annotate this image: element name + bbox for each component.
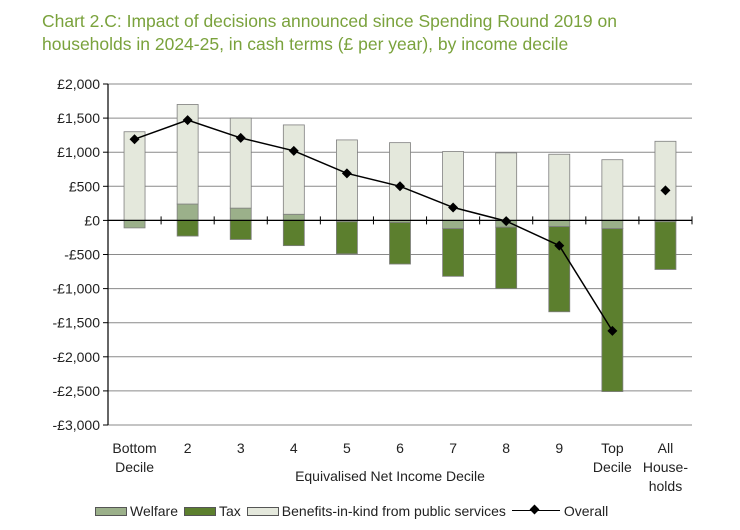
y-tick-label: -£1,500 bbox=[53, 315, 101, 331]
bar-tax bbox=[336, 221, 358, 255]
bar-benefitsinkind bbox=[123, 131, 146, 221]
bar-benefitsinkind bbox=[229, 117, 252, 209]
bar-welfare bbox=[282, 213, 305, 221]
bar-welfare bbox=[442, 219, 464, 229]
overall-point bbox=[235, 132, 246, 143]
x-tick-label: 3 bbox=[237, 440, 245, 456]
y-tick-label: £2,000 bbox=[57, 76, 100, 92]
x-tick-label: All bbox=[658, 440, 674, 456]
y-tick-label: -£500 bbox=[64, 247, 100, 263]
y-tick-label: £0 bbox=[84, 212, 100, 228]
overall-point bbox=[288, 145, 299, 156]
bar-welfare bbox=[229, 207, 252, 221]
x-tick-label: Decile bbox=[115, 459, 154, 475]
legend-swatch-welfare bbox=[95, 506, 127, 516]
x-axis-title: Equivalised Net Income Decile bbox=[295, 468, 485, 484]
legend-marker-overall bbox=[511, 504, 560, 518]
bar-welfare bbox=[123, 219, 146, 229]
overall-point bbox=[501, 216, 512, 227]
y-tick-label: -£2,500 bbox=[53, 383, 101, 399]
y-tick-label: -£1,000 bbox=[53, 281, 101, 297]
x-tick-label: 5 bbox=[343, 440, 351, 456]
bar-tax bbox=[601, 228, 624, 392]
overall-point bbox=[554, 240, 565, 251]
bar-welfare bbox=[176, 203, 199, 221]
bar-benefitsinkind bbox=[176, 104, 199, 205]
y-tick-label: -£3,000 bbox=[53, 417, 101, 433]
y-tick-label: -£2,000 bbox=[53, 349, 101, 365]
bar-tax bbox=[442, 228, 464, 277]
x-axis-tick-labels: Bottom Decile 2 3 4 5 6 7 8 9 Top Decile All House-ho… bbox=[112, 440, 688, 494]
y-tick-label: £1,500 bbox=[57, 110, 100, 126]
y-tick-label: £500 bbox=[69, 178, 100, 194]
bar-benefitsinkind bbox=[601, 159, 624, 221]
legend-item-welfare: Welfare bbox=[95, 503, 178, 519]
bar-benefitsinkind bbox=[495, 152, 518, 221]
legend-item-overall: Overall bbox=[511, 503, 609, 519]
gridlines bbox=[108, 83, 692, 426]
legend-item-benefits-in-kind: Benefits-in-kind from public services bbox=[246, 503, 506, 519]
bar-benefitsinkind bbox=[282, 124, 305, 215]
legend-item-tax: Tax bbox=[183, 503, 241, 519]
x-tick-label: 6 bbox=[396, 440, 404, 456]
bar-benefitsinkind bbox=[548, 153, 571, 221]
bar-welfare bbox=[548, 219, 571, 227]
legend-label-overall: Overall bbox=[563, 503, 609, 519]
legend-label-benefits-in-kind: Benefits-in-kind from public services bbox=[281, 503, 506, 519]
y-tick-label: £1,000 bbox=[57, 144, 100, 160]
bar-benefitsinkind bbox=[654, 140, 677, 221]
y-axis-tick-labels: £2,000 £1,500 £1,000 £500 £0 -£500 -£1,000 -£1,… bbox=[53, 76, 101, 433]
overall-point bbox=[129, 134, 140, 145]
x-tick-label: 8 bbox=[502, 440, 510, 456]
x-tick-label: 9 bbox=[555, 440, 563, 456]
bar-benefitsinkind bbox=[336, 139, 358, 221]
bar-tax bbox=[229, 219, 252, 240]
legend-label-tax: Tax bbox=[218, 503, 241, 519]
legend-label-welfare: Welfare bbox=[130, 503, 178, 519]
legend-swatch-benefits-in-kind bbox=[246, 506, 279, 516]
x-tick-label: House- bbox=[643, 459, 688, 475]
chart-title: Chart 2.C: Impact of decisions announced… bbox=[42, 10, 722, 56]
overall-point bbox=[395, 181, 405, 192]
bar-tax bbox=[282, 219, 305, 247]
overall-point bbox=[448, 202, 459, 213]
overall-point bbox=[607, 325, 618, 336]
overall-line bbox=[129, 115, 671, 336]
chart-canvas: £2,000 £1,500 £1,000 £500 £0 -£500 -£1,000 -£1,… bbox=[53, 76, 693, 494]
bar-tax bbox=[495, 226, 518, 290]
bars bbox=[123, 104, 677, 392]
x-tick-label: holds bbox=[649, 478, 682, 494]
bar-welfare bbox=[601, 219, 624, 229]
legend: Welfare Tax Benefits-in-kind from public… bbox=[95, 500, 614, 522]
axes bbox=[103, 83, 693, 426]
bar-tax bbox=[176, 219, 199, 237]
overall-point bbox=[660, 185, 671, 196]
overall-line-path bbox=[134, 119, 614, 332]
legend-swatch-tax bbox=[183, 506, 216, 516]
bar-tax bbox=[389, 222, 411, 265]
bar-tax bbox=[548, 226, 571, 313]
x-tick-label: 4 bbox=[290, 440, 298, 456]
x-tick-label: 2 bbox=[184, 440, 192, 456]
bar-tax bbox=[654, 221, 677, 270]
chart-title-line-2: households in 2024-25, in cash terms (£ … bbox=[42, 34, 569, 54]
chart-title-line-1: Chart 2.C: Impact of decisions announced… bbox=[42, 11, 617, 31]
overall-point bbox=[182, 115, 193, 126]
x-tick-label: 7 bbox=[449, 440, 457, 456]
overall-point bbox=[341, 168, 352, 179]
x-tick-label: Top bbox=[601, 440, 624, 456]
x-tick-label: Bottom bbox=[112, 440, 156, 456]
x-tick-label: Decile bbox=[593, 459, 632, 475]
